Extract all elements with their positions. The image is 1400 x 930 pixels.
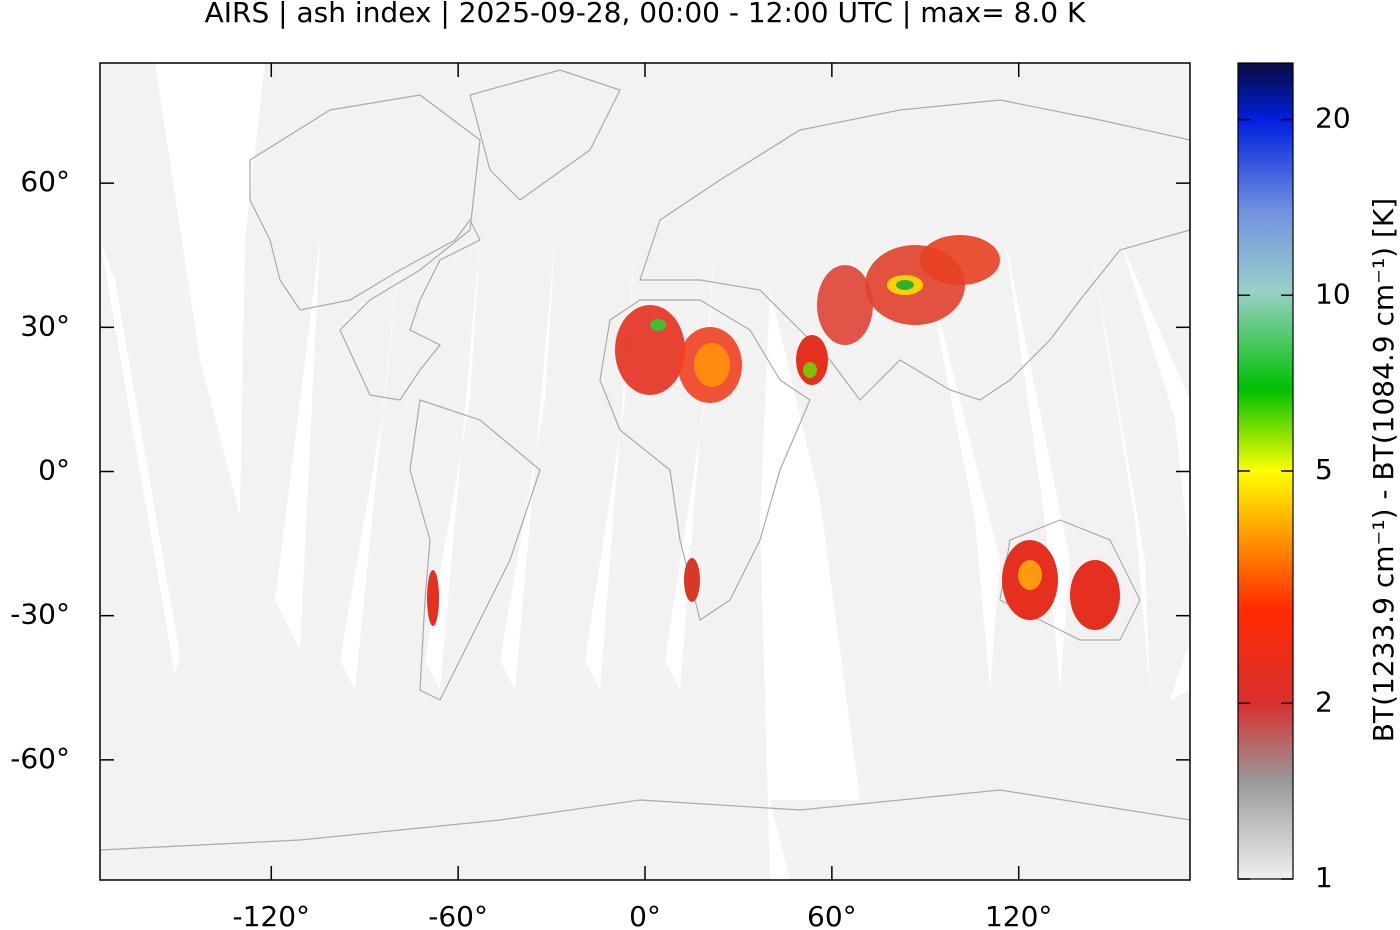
x-tick-label: 60° — [807, 900, 857, 930]
colorbar-tick-label: 20 — [1315, 102, 1351, 135]
y-tick-label: 30° — [20, 309, 70, 342]
colorbar-tick-label: 2 — [1315, 685, 1333, 718]
map-background — [100, 63, 1190, 880]
ash-signal — [427, 235, 1120, 630]
colorbar-label: BT(1233.9 cm⁻¹) - BT(1084.9 cm⁻¹) [K] — [1367, 198, 1400, 742]
map-title: AIRS | ash index | 2025-09-28, 00:00 - 1… — [205, 0, 1086, 29]
colorbar-tick-label: 1 — [1315, 861, 1333, 894]
coastlines — [99, 69, 1191, 851]
y-tick-label: -60° — [10, 742, 70, 775]
colorbar-tick-label: 5 — [1315, 453, 1333, 486]
colorbar-tick-label: 10 — [1315, 277, 1351, 310]
y-tick-label: -30° — [10, 598, 70, 631]
map-area — [99, 62, 1191, 881]
x-tick-label: 0° — [629, 900, 661, 930]
x-tick-label: -60° — [428, 900, 488, 930]
x-tick-label: 120° — [985, 900, 1052, 930]
y-tick-label: 0° — [38, 454, 70, 487]
x-tick-label: -120° — [233, 900, 311, 930]
y-tick-label: 60° — [20, 165, 70, 198]
